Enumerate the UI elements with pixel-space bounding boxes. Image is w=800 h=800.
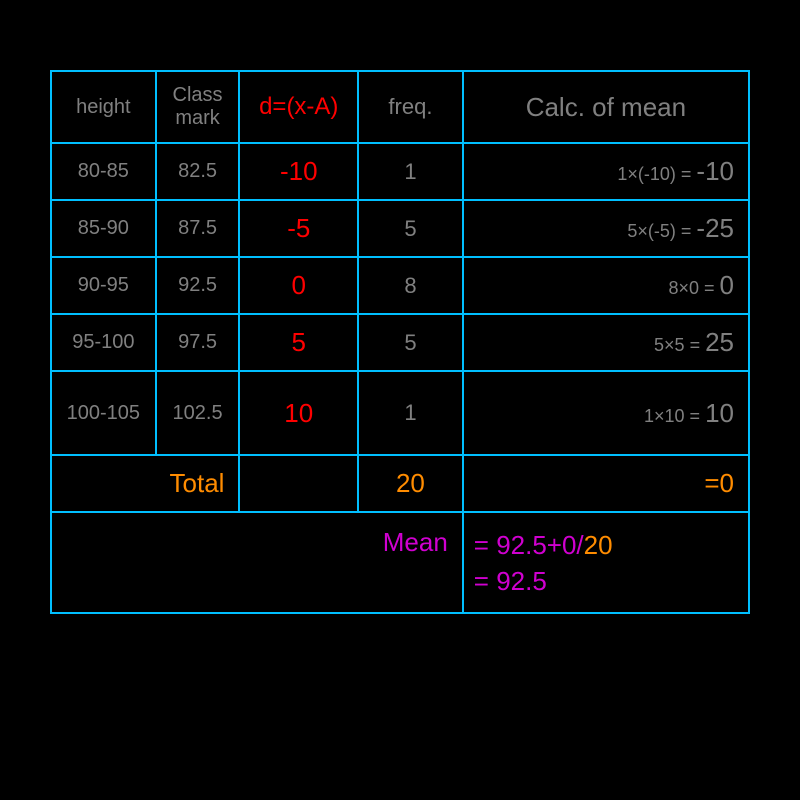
cell-d: 10 — [239, 371, 358, 455]
mean-value: = 92.5+0/20 = 92.5 — [463, 512, 749, 613]
cell-height: 95-100 — [51, 314, 156, 371]
cell-mark: 97.5 — [156, 314, 240, 371]
cell-freq: 8 — [358, 257, 463, 314]
cell-freq: 1 — [358, 371, 463, 455]
cell-freq: 1 — [358, 143, 463, 200]
cell-height: 100-105 — [51, 371, 156, 455]
mean-label: Mean — [51, 512, 463, 613]
table-row: 85-90 87.5 -5 5 5×(-5) = -25 — [51, 200, 749, 257]
cell-height: 80-85 — [51, 143, 156, 200]
total-freq: 20 — [358, 455, 463, 512]
cell-freq: 5 — [358, 200, 463, 257]
total-row: Total 20 =0 — [51, 455, 749, 512]
cell-calc: 5×(-5) = -25 — [463, 200, 749, 257]
cell-height: 85-90 — [51, 200, 156, 257]
cell-calc: 1×(-10) = -10 — [463, 143, 749, 200]
cell-calc: 5×5 = 25 — [463, 314, 749, 371]
table-row: 95-100 97.5 5 5 5×5 = 25 — [51, 314, 749, 371]
header-freq: freq. — [358, 71, 463, 143]
table-container: height Class mark d=(x-A) freq. Calc. of… — [0, 0, 800, 684]
cell-d: 0 — [239, 257, 358, 314]
total-sum: =0 — [463, 455, 749, 512]
cell-d: 5 — [239, 314, 358, 371]
cell-calc: 1×10 = 10 — [463, 371, 749, 455]
mean-row: Mean = 92.5+0/20 = 92.5 — [51, 512, 749, 613]
cell-mark: 82.5 — [156, 143, 240, 200]
total-label: Total — [51, 455, 239, 512]
cell-mark: 87.5 — [156, 200, 240, 257]
table-row: 90-95 92.5 0 8 8×0 = 0 — [51, 257, 749, 314]
total-blank — [239, 455, 358, 512]
cell-mark: 92.5 — [156, 257, 240, 314]
cell-freq: 5 — [358, 314, 463, 371]
header-height: height — [51, 71, 156, 143]
header-d: d=(x-A) — [239, 71, 358, 143]
cell-calc: 8×0 = 0 — [463, 257, 749, 314]
cell-d: -10 — [239, 143, 358, 200]
header-calc: Calc. of mean — [463, 71, 749, 143]
stats-table: height Class mark d=(x-A) freq. Calc. of… — [50, 70, 750, 614]
header-classmark: Class mark — [156, 71, 240, 143]
table-row: 100-105 102.5 10 1 1×10 = 10 — [51, 371, 749, 455]
cell-height: 90-95 — [51, 257, 156, 314]
cell-mark: 102.5 — [156, 371, 240, 455]
cell-d: -5 — [239, 200, 358, 257]
header-row: height Class mark d=(x-A) freq. Calc. of… — [51, 71, 749, 143]
table-row: 80-85 82.5 -10 1 1×(-10) = -10 — [51, 143, 749, 200]
